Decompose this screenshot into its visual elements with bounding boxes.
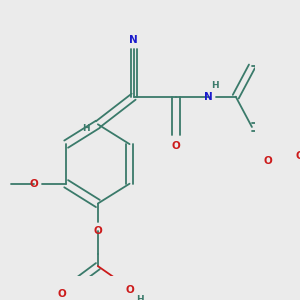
Text: O: O [172, 141, 181, 152]
Text: N: N [204, 92, 213, 102]
Text: O: O [58, 289, 67, 299]
Text: O: O [94, 226, 102, 236]
Text: O: O [295, 152, 300, 161]
Text: H: H [136, 295, 144, 300]
Text: O: O [264, 156, 272, 166]
Text: O: O [29, 179, 38, 189]
Text: H: H [212, 81, 219, 90]
Text: O: O [126, 285, 135, 295]
Text: N: N [129, 34, 138, 45]
Text: H: H [82, 124, 90, 134]
